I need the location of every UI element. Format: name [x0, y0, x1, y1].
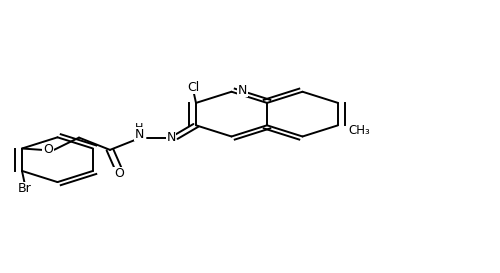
Text: O: O	[114, 167, 124, 180]
Text: N: N	[134, 128, 143, 141]
Text: H: H	[135, 123, 143, 133]
Text: N: N	[166, 131, 175, 144]
Text: Br: Br	[18, 182, 32, 195]
Text: N: N	[238, 84, 247, 97]
Text: O: O	[43, 143, 53, 156]
Text: CH₃: CH₃	[348, 124, 370, 137]
Text: Cl: Cl	[188, 81, 200, 94]
